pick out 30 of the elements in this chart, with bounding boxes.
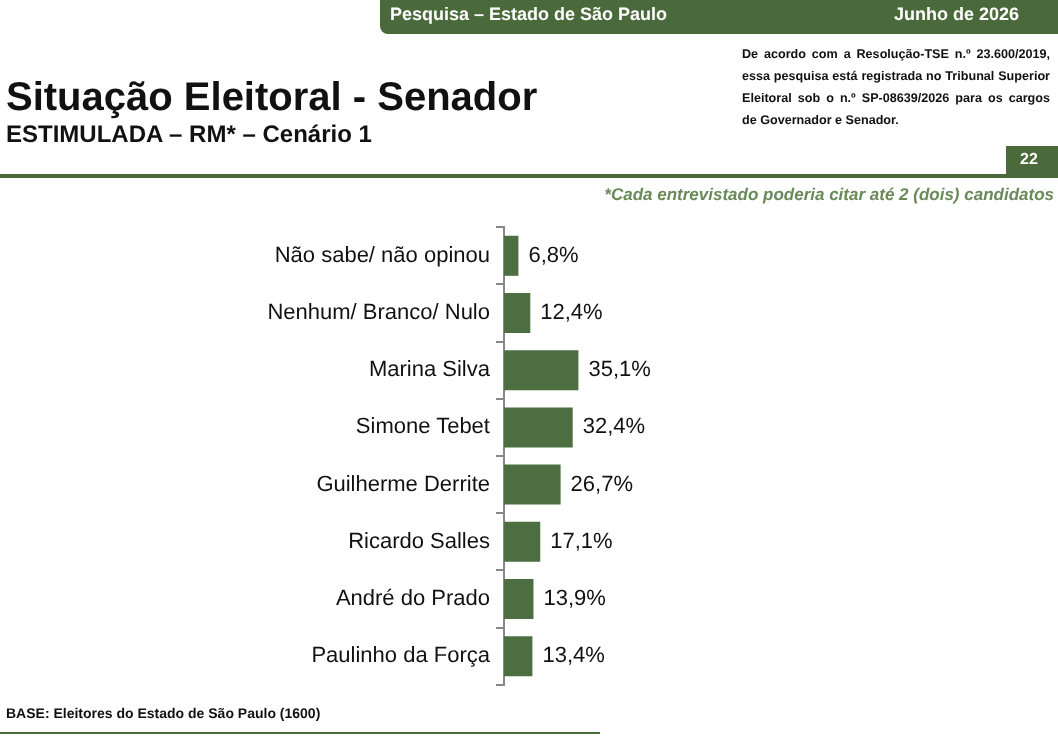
bar [504, 235, 519, 276]
y-tick-label: André do Prado [335, 587, 490, 612]
text: 22 [1020, 150, 1038, 168]
text: Pesquisa – Estado de São Paulo [390, 4, 668, 24]
bar [504, 407, 573, 448]
data-label: 26,7% [570, 472, 634, 497]
bar [504, 350, 579, 391]
y-tick-label: Não sabe/ não opinou [274, 243, 490, 268]
text: Junho de 2026 [894, 4, 1020, 24]
chart-title: Situação Eleitoral - Senador [6, 76, 538, 122]
data-label: 6,8% [528, 243, 579, 268]
y-tick-label: Guilherme Derrite [316, 472, 490, 497]
y-tick-label: Ricardo Salles [348, 529, 491, 554]
data-label: 35,1% [588, 358, 652, 383]
y-tick-label: Marina Silva [368, 358, 492, 383]
bar [504, 578, 534, 620]
bar [504, 464, 561, 505]
bar [504, 292, 531, 334]
text: ESTIMULADA – RM* – Cenário 1 [6, 120, 372, 148]
data-label: 12,4% [540, 301, 604, 326]
data-label: 17,1% [550, 529, 614, 554]
data-label: 13,4% [542, 644, 606, 669]
y-tick-label: Nenhum/ Branco/ Nulo [267, 301, 490, 326]
bar [504, 636, 533, 677]
text: *Cada entrevistado poderia citar até 2 (dois) candidatos [604, 184, 1054, 204]
bar [504, 521, 541, 562]
y-tick-label: Paulinho da Força [311, 644, 492, 669]
data-label: 13,9% [543, 587, 607, 612]
y-tick-label: Simone Tebet [355, 415, 490, 440]
data-label: 32,4% [582, 415, 646, 440]
